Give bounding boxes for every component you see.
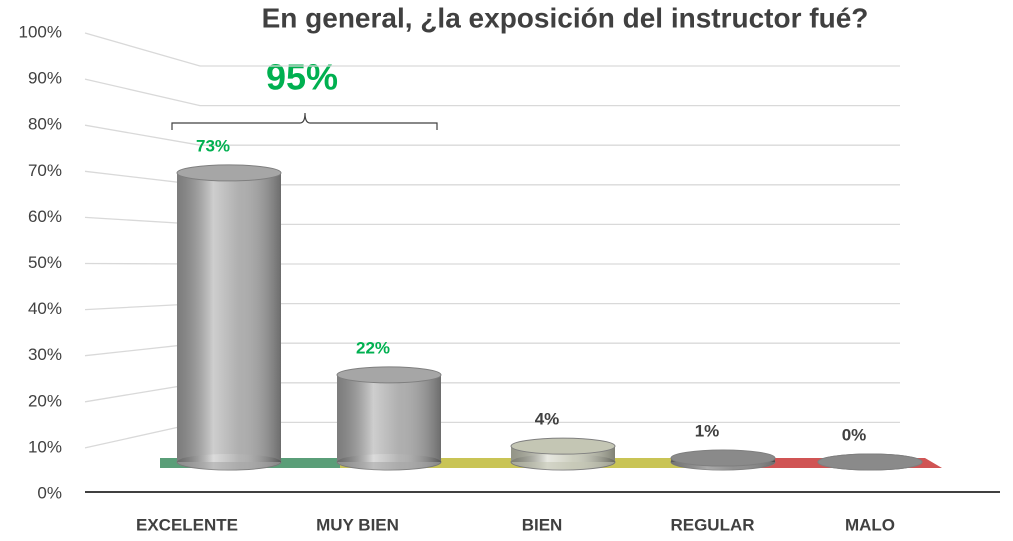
grid-line [84,32,900,67]
value-label: 1% [695,422,720,441]
y-tick-label: 80% [28,115,62,134]
value-label: 4% [535,410,560,429]
y-tick-label: 100% [19,22,62,41]
value-label: 22% [356,338,390,357]
bar-shade [177,172,281,463]
bar-shade [337,374,441,462]
y-tick-label: 50% [28,253,62,272]
bar-top [670,449,776,467]
x-tick-label: REGULAR [670,515,754,534]
bar-top [510,437,616,455]
y-tick-label: 30% [28,345,62,364]
bracket [171,112,438,130]
y-tick-label: 40% [28,299,62,318]
bar-top [176,164,282,182]
annotation: 95% [266,57,338,98]
bar-base-rim [177,454,281,470]
bar-top [336,366,442,384]
x-tick-label: MUY BIEN [316,515,399,534]
grid-line [84,124,900,146]
y-tick-label: 20% [28,391,62,410]
value-label: 0% [842,425,867,444]
bar-base-rim [337,454,441,470]
y-tick-label: 60% [28,207,62,226]
y-tick-label: 10% [28,437,62,456]
value-label: 73% [196,136,230,155]
bar-top [817,453,923,471]
grid-line [84,78,900,107]
y-tick-label: 0% [37,483,62,502]
y-tick-label: 90% [28,69,62,88]
chart-title: En general, ¿la exposición del instructo… [262,2,869,33]
x-tick-label: MALO [845,515,895,534]
y-tick-label: 70% [28,161,62,180]
x-tick-label: EXCELENTE [136,515,238,534]
x-tick-label: BIEN [522,515,563,534]
bar-base-rim [511,454,615,470]
